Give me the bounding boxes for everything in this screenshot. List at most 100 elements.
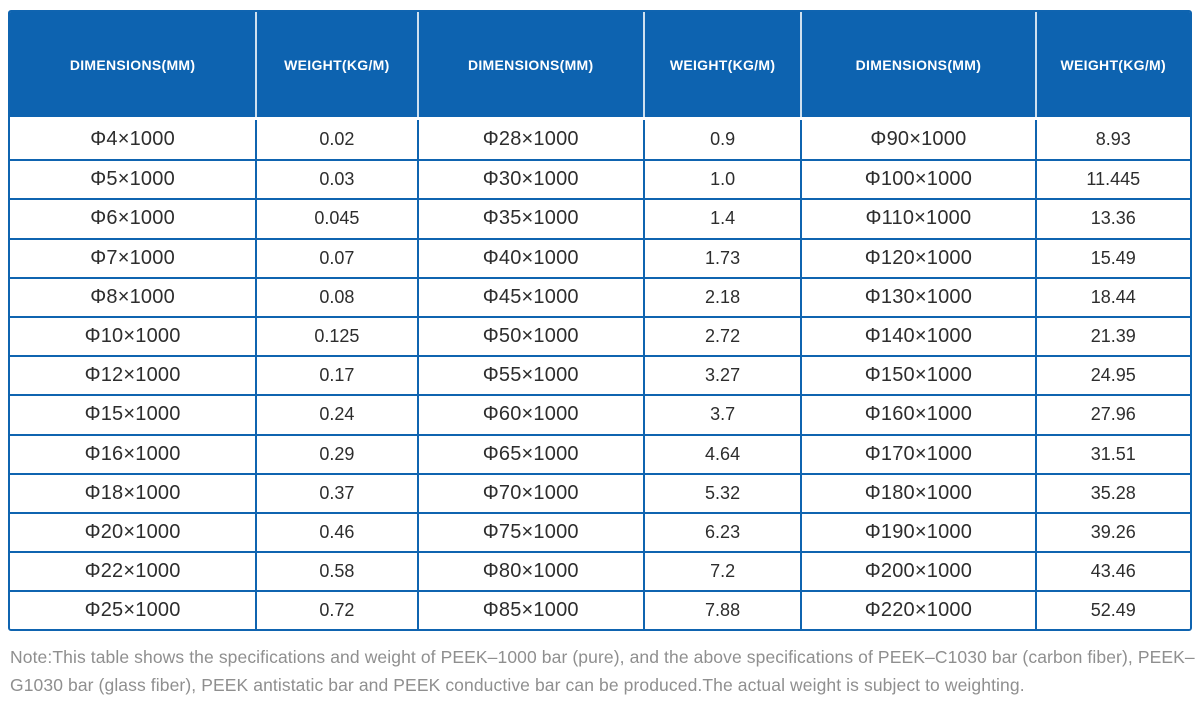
weight-cell: 18.44 <box>1034 278 1190 316</box>
table-row: Φ7×1000 0.07 Φ40×1000 1.73 Φ120×1000 15.49 <box>10 237 1190 277</box>
weight-cell: 0.37 <box>255 474 416 512</box>
table-row: Φ12×1000 0.17 Φ55×1000 3.27 Φ150×1000 24.95 <box>10 355 1190 395</box>
weight-cell: 39.26 <box>1034 513 1190 552</box>
weight-cell: 7.2 <box>642 553 800 591</box>
dimension-cell: Φ18×1000 <box>84 481 181 504</box>
weight-cell: 13.36 <box>1034 200 1190 238</box>
table-row: Φ25×1000 0.72 Φ85×1000 7.88 Φ220×1000 52.49 <box>10 590 1190 630</box>
dimension-cell: Φ7×1000 <box>90 246 175 269</box>
dimension-cell: Φ5×1000 <box>90 168 175 191</box>
spec-table: DIMENSIONS(MM) WEIGHT(KG/M) DIMENSIONS(MM)… <box>8 10 1192 632</box>
weight-cell: 7.88 <box>642 592 800 630</box>
dimension-cell: Φ50×1000 <box>416 317 643 356</box>
dimension-cell: Φ4×1000 <box>90 128 175 151</box>
dimension-cell: Φ220×1000 <box>800 592 1034 630</box>
weight-cell: 0.17 <box>255 357 416 395</box>
note-text: Note:This table shows the specifications… <box>10 647 1195 695</box>
weight-cell: 0.07 <box>255 239 416 277</box>
table-row: Φ8×1000 0.08 Φ45×1000 2.18 Φ130×1000 18.44 <box>10 276 1190 316</box>
dimension-cell: Φ140×1000 <box>800 317 1034 356</box>
weight-cell: 52.49 <box>1034 592 1190 630</box>
table-row: Φ4×1000 0.02 Φ28×1000 0.9 Φ90×1000 8.93 <box>10 120 1190 160</box>
weight-cell: 3.7 <box>642 396 800 434</box>
weight-cell: 0.29 <box>255 435 416 473</box>
dimension-cell: Φ85×1000 <box>416 592 643 630</box>
dimension-cell: Φ70×1000 <box>416 474 643 512</box>
table-row: Φ20×1000 0.46 Φ75×1000 6.23 Φ190×1000 39.26 <box>10 511 1190 552</box>
column-header: WEIGHT(KG/M) <box>1034 12 1190 117</box>
dimension-cell: Φ15×1000 <box>84 403 181 426</box>
dimension-cell: Φ20×1000 <box>84 520 181 543</box>
table-row: Φ10×1000 0.125 Φ50×1000 2.72 Φ140×1000 21.39 <box>10 315 1190 356</box>
dimension-cell: Φ65×1000 <box>416 435 643 473</box>
dimension-cell: Φ80×1000 <box>416 553 643 591</box>
column-header: WEIGHT(KG/M) <box>642 12 801 117</box>
dimension-cell: Φ130×1000 <box>800 278 1034 316</box>
weight-cell: 31.51 <box>1034 435 1190 473</box>
table-body: Φ4×1000 0.02 Φ28×1000 0.9 Φ90×1000 8.93 Φ5×100… <box>10 120 1190 630</box>
dimension-cell: Φ60×1000 <box>416 396 643 434</box>
dimension-cell: Φ170×1000 <box>800 435 1034 473</box>
dimension-cell: Φ22×1000 <box>84 560 181 583</box>
dimension-cell: Φ100×1000 <box>800 161 1034 199</box>
weight-cell: 0.72 <box>255 592 416 630</box>
dimension-cell: Φ45×1000 <box>416 278 643 316</box>
dimension-cell: Φ180×1000 <box>800 474 1034 512</box>
dimension-cell: Φ28×1000 <box>416 120 643 160</box>
dimension-cell: Φ55×1000 <box>416 357 643 395</box>
column-header: DIMENSIONS(MM) <box>800 12 1035 117</box>
table-header-row: DIMENSIONS(MM) WEIGHT(KG/M) DIMENSIONS(MM)… <box>10 12 1190 120</box>
weight-cell: 43.46 <box>1034 553 1190 591</box>
table-row: Φ18×1000 0.37 Φ70×1000 5.32 Φ180×1000 35.28 <box>10 472 1190 512</box>
weight-cell: 0.9 <box>642 120 800 160</box>
dimension-cell: Φ16×1000 <box>84 442 181 465</box>
weight-cell: 0.125 <box>255 317 416 356</box>
dimension-cell: Φ8×1000 <box>90 285 175 308</box>
weight-cell: 0.46 <box>255 513 416 552</box>
weight-cell: 0.58 <box>255 553 416 591</box>
weight-cell: 0.02 <box>255 120 416 160</box>
dimension-cell: Φ200×1000 <box>800 553 1034 591</box>
table-row: Φ6×1000 0.045 Φ35×1000 1.4 Φ110×1000 13.36 <box>10 198 1190 238</box>
dimension-cell: Φ190×1000 <box>800 513 1034 552</box>
dimension-cell: Φ90×1000 <box>800 120 1034 160</box>
dimension-cell: Φ6×1000 <box>90 207 175 230</box>
weight-cell: 6.23 <box>642 513 800 552</box>
weight-cell: 1.73 <box>642 239 800 277</box>
weight-cell: 5.32 <box>642 474 800 512</box>
dimension-cell: Φ10×1000 <box>84 325 181 348</box>
weight-cell: 35.28 <box>1034 474 1190 512</box>
table-row: Φ22×1000 0.58 Φ80×1000 7.2 Φ200×1000 43.46 <box>10 551 1190 591</box>
table-row: Φ5×1000 0.03 Φ30×1000 1.0 Φ100×1000 11.445 <box>10 159 1190 199</box>
weight-cell: 3.27 <box>642 357 800 395</box>
weight-cell: 24.95 <box>1034 357 1190 395</box>
weight-cell: 11.445 <box>1034 161 1190 199</box>
dimension-cell: Φ12×1000 <box>84 364 181 387</box>
dimension-cell: Φ160×1000 <box>800 396 1034 434</box>
weight-cell: 15.49 <box>1034 239 1190 277</box>
dimension-cell: Φ110×1000 <box>800 200 1034 238</box>
weight-cell: 0.045 <box>255 200 416 238</box>
dimension-cell: Φ35×1000 <box>416 200 643 238</box>
table-row: Φ16×1000 0.29 Φ65×1000 4.64 Φ170×1000 31.51 <box>10 433 1190 473</box>
weight-cell: 1.4 <box>642 200 800 238</box>
weight-cell: 0.24 <box>255 396 416 434</box>
weight-cell: 1.0 <box>642 161 800 199</box>
dimension-cell: Φ75×1000 <box>416 513 643 552</box>
weight-cell: 21.39 <box>1034 317 1190 356</box>
weight-cell: 0.08 <box>255 278 416 316</box>
weight-cell: 2.72 <box>642 317 800 356</box>
weight-cell: 4.64 <box>642 435 800 473</box>
weight-cell: 0.03 <box>255 161 416 199</box>
dimension-cell: Φ30×1000 <box>416 161 643 199</box>
column-header: WEIGHT(KG/M) <box>255 12 417 117</box>
dimension-cell: Φ40×1000 <box>416 239 643 277</box>
dimension-cell: Φ120×1000 <box>800 239 1034 277</box>
column-header: DIMENSIONS(MM) <box>10 12 256 117</box>
dimension-cell: Φ25×1000 <box>84 599 181 622</box>
table-row: Φ15×1000 0.24 Φ60×1000 3.7 Φ160×1000 27.96 <box>10 394 1190 434</box>
dimension-cell: Φ150×1000 <box>800 357 1034 395</box>
column-header: DIMENSIONS(MM) <box>416 12 643 117</box>
weight-cell: 27.96 <box>1034 396 1190 434</box>
